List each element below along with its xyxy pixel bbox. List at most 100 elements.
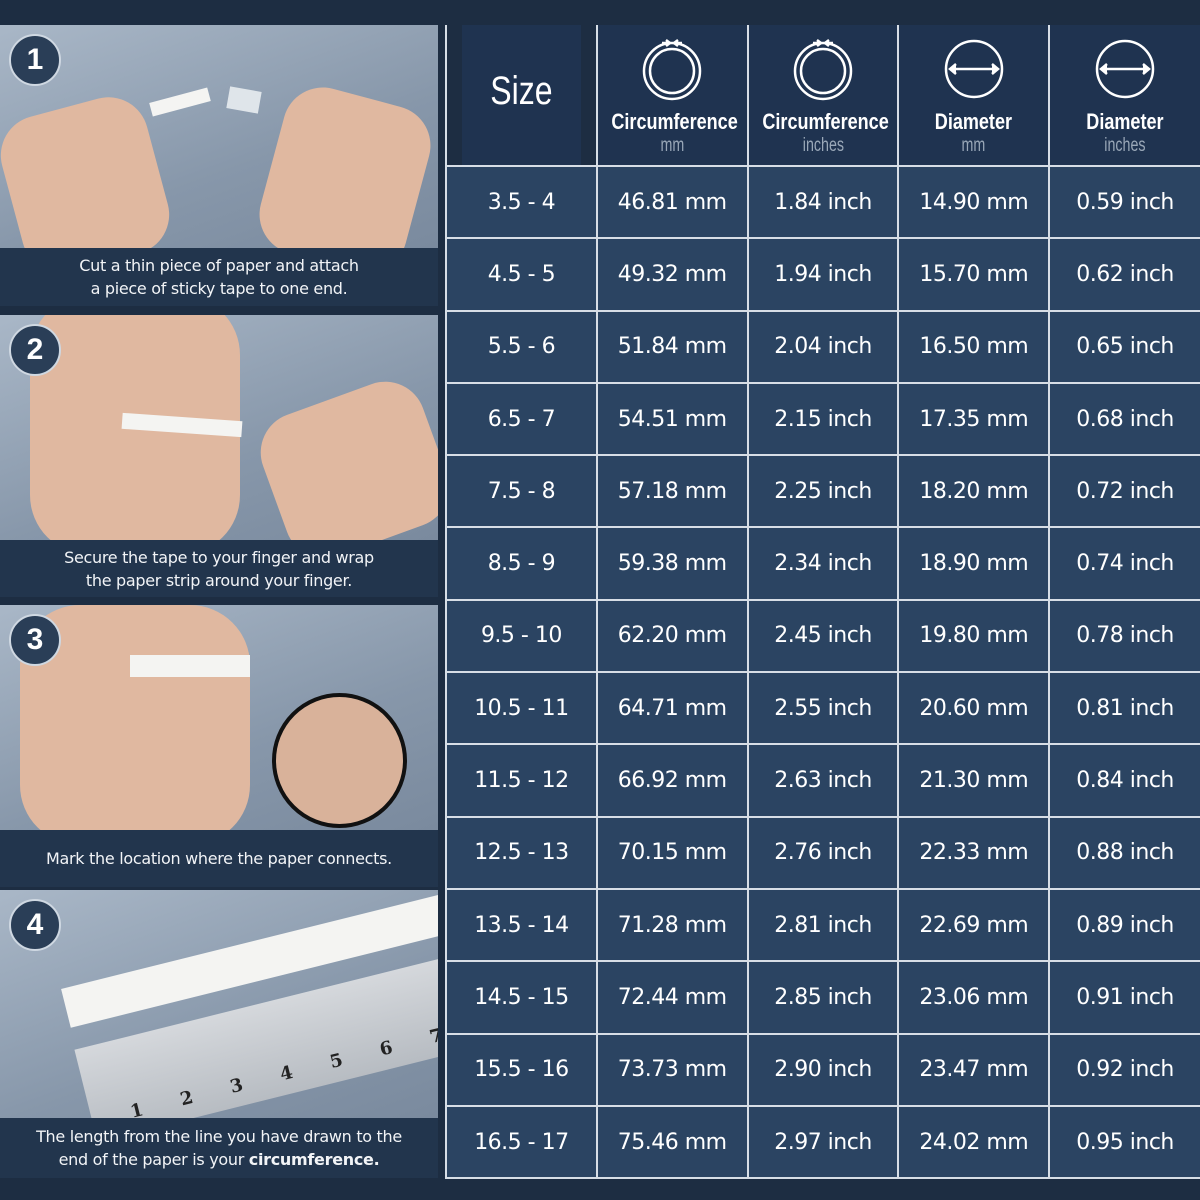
table-cell: 0.88 inch — [1048, 815, 1200, 890]
table-cell: 0.72 inch — [1048, 454, 1200, 529]
table-cell: 2.63 inch — [746, 743, 900, 818]
table-row: 10.5 - 11 64.71 mm 2.55 inch 20.60 mm 0.81 i… — [445, 671, 1200, 746]
step-number-badge: 3 — [9, 614, 61, 666]
table-cell: 59.38 mm — [595, 526, 749, 601]
table-cell: 18.20 mm — [897, 454, 1051, 529]
step-caption: Cut a thin piece of paper and attach a p… — [0, 248, 438, 306]
table-cell: 14.5 - 15 — [445, 960, 598, 1035]
table-cell: 1.94 inch — [746, 237, 900, 312]
table-cell: 0.62 inch — [1048, 237, 1200, 312]
step-1-panel: 1 Cut a thin piece of paper and attach a… — [0, 25, 438, 306]
step-number-badge: 2 — [9, 324, 61, 376]
table-cell: 0.74 inch — [1048, 526, 1200, 601]
table-cell: 2.55 inch — [746, 671, 900, 746]
table-cell: 0.84 inch — [1048, 743, 1200, 818]
table-cell: 0.89 inch — [1048, 887, 1200, 963]
column-title: Circumference — [761, 109, 889, 134]
table-row: 15.5 - 16 73.73 mm 2.90 inch 23.47 mm 0.92 i… — [445, 1032, 1200, 1107]
table-cell: 22.69 mm — [897, 887, 1051, 963]
diameter-circle-icon — [899, 37, 1048, 101]
table-cell: 2.76 inch — [746, 815, 900, 890]
table-cell: 2.15 inch — [746, 381, 900, 457]
table-cell: 0.81 inch — [1048, 671, 1200, 746]
step-3-photo — [0, 605, 438, 845]
table-row: 9.5 - 10 62.20 mm 2.45 inch 19.80 mm 0.78 in… — [445, 598, 1200, 674]
table-cell: 51.84 mm — [595, 309, 749, 384]
column-unit: mm — [660, 135, 685, 156]
table-cell: 21.30 mm — [897, 743, 1051, 818]
table-cell: 0.65 inch — [1048, 309, 1200, 384]
table-cell: 2.97 inch — [746, 1104, 900, 1180]
table-cell: 2.25 inch — [746, 454, 900, 529]
table-cell: 0.95 inch — [1048, 1104, 1200, 1180]
table-cell: 10.5 - 11 — [445, 671, 598, 746]
column-unit: mm — [961, 135, 986, 156]
column-header: Diameter inches — [1048, 25, 1200, 167]
table-cell: 3.5 - 4 — [445, 164, 598, 240]
table-cell: 7.5 - 8 — [445, 454, 598, 529]
table-row: 8.5 - 9 59.38 mm 2.34 inch 18.90 mm 0.74 inc… — [445, 526, 1200, 601]
table-cell: 15.70 mm — [897, 237, 1051, 312]
table-cell: 8.5 - 9 — [445, 526, 598, 601]
table-cell: 18.90 mm — [897, 526, 1051, 601]
table-cell: 13.5 - 14 — [445, 887, 598, 963]
table-cell: 73.73 mm — [595, 1032, 749, 1107]
step-caption: The length from the line you have drawn … — [0, 1118, 438, 1178]
table-cell: 2.04 inch — [746, 309, 900, 384]
table-cell: 64.71 mm — [595, 671, 749, 746]
table-cell: 72.44 mm — [595, 960, 749, 1035]
table-cell: 17.35 mm — [897, 381, 1051, 457]
ring-size-table: Size Circumference mm Circumference inches Di… — [445, 25, 1200, 1180]
table-cell: 2.45 inch — [746, 598, 900, 674]
circumference-ring-icon — [749, 37, 898, 101]
table-cell: 0.91 inch — [1048, 960, 1200, 1035]
table-cell: 75.46 mm — [595, 1104, 749, 1180]
table-cell: 54.51 mm — [595, 381, 749, 457]
table-cell: 57.18 mm — [595, 454, 749, 529]
step-3-panel: 3 Mark the location where the paper conn… — [0, 605, 438, 887]
table-cell: 2.90 inch — [746, 1032, 900, 1107]
table-cell: 12.5 - 13 — [445, 815, 598, 890]
table-cell: 24.02 mm — [897, 1104, 1051, 1180]
step-1-photo — [0, 25, 438, 282]
table-row: 7.5 - 8 57.18 mm 2.25 inch 18.20 mm 0.72 inc… — [445, 454, 1200, 529]
step-number-badge: 1 — [9, 34, 61, 86]
table-cell: 15.5 - 16 — [445, 1032, 598, 1107]
circumference-ring-icon — [598, 37, 747, 101]
table-cell: 2.34 inch — [746, 526, 900, 601]
diameter-circle-icon — [1050, 37, 1200, 101]
table-cell: 2.81 inch — [746, 887, 900, 963]
table-row: 6.5 - 7 54.51 mm 2.15 inch 17.35 mm 0.68 inc… — [445, 381, 1200, 457]
table-row: 16.5 - 17 75.46 mm 2.97 inch 24.02 mm 0.95 i… — [445, 1104, 1200, 1180]
table-row: 4.5 - 5 49.32 mm 1.94 inch 15.70 mm 0.62 inc… — [445, 237, 1200, 312]
column-header: Size — [460, 25, 583, 167]
column-header: Circumference mm — [595, 25, 749, 167]
table-cell: 5.5 - 6 — [445, 309, 598, 384]
table-cell: 62.20 mm — [595, 598, 749, 674]
column-unit: inches — [802, 135, 844, 156]
step-caption: Mark the location where the paper connec… — [0, 830, 438, 887]
table-header-row: Size Circumference mm Circumference inches Di… — [446, 25, 1200, 167]
table-cell: 0.68 inch — [1048, 381, 1200, 457]
table-row: 13.5 - 14 71.28 mm 2.81 inch 22.69 mm 0.89 i… — [445, 887, 1200, 963]
table-cell: 19.80 mm — [897, 598, 1051, 674]
table-cell: 14.90 mm — [897, 164, 1051, 240]
table-cell: 0.59 inch — [1048, 164, 1200, 240]
table-cell: 16.50 mm — [897, 309, 1051, 384]
table-cell: 0.92 inch — [1048, 1032, 1200, 1107]
table-row: 11.5 - 12 66.92 mm 2.63 inch 21.30 mm 0.84 i… — [445, 743, 1200, 818]
step-number-badge: 4 — [9, 899, 61, 951]
table-cell: 16.5 - 17 — [445, 1104, 598, 1180]
table-cell: 9.5 - 10 — [445, 598, 598, 674]
table-cell: 11.5 - 12 — [445, 743, 598, 818]
table-cell: 2.85 inch — [746, 960, 900, 1035]
table-cell: 70.15 mm — [595, 815, 749, 890]
step-2-photo — [0, 315, 438, 570]
table-cell: 0.78 inch — [1048, 598, 1200, 674]
column-header: Circumference inches — [746, 25, 900, 167]
step-2-panel: 2 Secure the tape to your finger and wra… — [0, 315, 438, 597]
table-cell: 20.60 mm — [897, 671, 1051, 746]
table-cell: 46.81 mm — [595, 164, 749, 240]
